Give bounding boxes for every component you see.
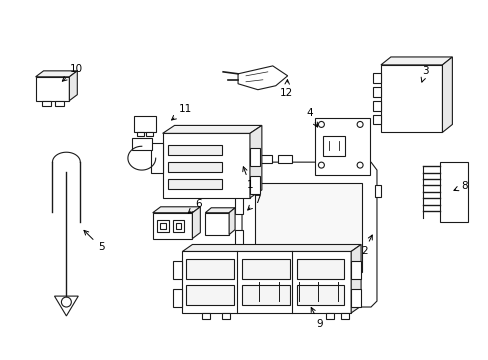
Polygon shape bbox=[54, 296, 78, 316]
Polygon shape bbox=[36, 77, 69, 100]
Bar bbox=[145, 132, 152, 136]
Polygon shape bbox=[36, 71, 77, 77]
Bar bbox=[172, 220, 184, 231]
Bar bbox=[235, 196, 243, 214]
Bar bbox=[175, 223, 181, 229]
Bar bbox=[150, 143, 163, 173]
Text: 10: 10 bbox=[62, 64, 82, 81]
Polygon shape bbox=[229, 208, 235, 235]
Text: 8: 8 bbox=[453, 181, 467, 191]
Polygon shape bbox=[152, 213, 192, 239]
Bar bbox=[41, 100, 50, 105]
Text: 4: 4 bbox=[305, 108, 317, 127]
Bar bbox=[325, 313, 334, 319]
Text: 5: 5 bbox=[84, 230, 104, 252]
Polygon shape bbox=[192, 207, 200, 239]
Polygon shape bbox=[242, 162, 376, 307]
Polygon shape bbox=[205, 213, 229, 235]
Text: 7: 7 bbox=[247, 195, 261, 210]
Bar bbox=[249, 148, 259, 166]
Polygon shape bbox=[315, 118, 369, 175]
Polygon shape bbox=[238, 66, 287, 90]
Bar bbox=[372, 114, 380, 125]
Bar bbox=[160, 223, 165, 229]
Circle shape bbox=[356, 162, 362, 168]
Text: 3: 3 bbox=[420, 66, 428, 82]
Bar bbox=[257, 155, 271, 163]
Bar bbox=[277, 155, 291, 163]
Polygon shape bbox=[205, 208, 235, 213]
Polygon shape bbox=[152, 207, 200, 213]
Bar bbox=[167, 162, 222, 172]
Bar bbox=[350, 289, 360, 307]
Circle shape bbox=[272, 252, 296, 276]
Text: 6: 6 bbox=[188, 199, 201, 213]
Bar bbox=[341, 313, 348, 319]
Bar bbox=[137, 132, 143, 136]
Bar bbox=[440, 162, 468, 222]
Bar bbox=[172, 289, 182, 307]
Bar bbox=[55, 100, 64, 105]
Bar bbox=[167, 145, 222, 155]
Bar bbox=[222, 313, 230, 319]
Polygon shape bbox=[350, 244, 360, 313]
Circle shape bbox=[61, 297, 71, 307]
Bar bbox=[235, 230, 243, 247]
Polygon shape bbox=[134, 117, 155, 132]
Polygon shape bbox=[163, 133, 249, 198]
Bar bbox=[156, 220, 168, 231]
Polygon shape bbox=[69, 71, 77, 100]
Polygon shape bbox=[442, 57, 451, 132]
Circle shape bbox=[318, 162, 324, 168]
Bar bbox=[167, 179, 222, 189]
Polygon shape bbox=[182, 251, 350, 313]
Circle shape bbox=[310, 255, 327, 273]
Bar bbox=[186, 285, 234, 305]
Polygon shape bbox=[249, 125, 262, 198]
Bar bbox=[350, 261, 360, 279]
Text: 12: 12 bbox=[280, 80, 293, 98]
Bar bbox=[172, 261, 182, 279]
Bar bbox=[242, 285, 289, 305]
Bar bbox=[254, 183, 361, 272]
Bar bbox=[372, 100, 380, 111]
Text: 9: 9 bbox=[310, 307, 322, 329]
Bar bbox=[323, 136, 345, 156]
Bar bbox=[374, 185, 380, 197]
Text: 1: 1 bbox=[242, 167, 253, 190]
Bar bbox=[372, 87, 380, 96]
Circle shape bbox=[356, 121, 362, 127]
Bar bbox=[372, 73, 380, 83]
Bar bbox=[296, 285, 344, 305]
Text: 2: 2 bbox=[360, 235, 371, 256]
Bar bbox=[249, 176, 259, 194]
Polygon shape bbox=[163, 125, 262, 133]
Text: 11: 11 bbox=[171, 104, 192, 120]
Circle shape bbox=[318, 121, 324, 127]
Polygon shape bbox=[380, 57, 451, 65]
Polygon shape bbox=[380, 65, 442, 132]
Bar bbox=[242, 260, 289, 279]
Bar bbox=[186, 260, 234, 279]
Polygon shape bbox=[132, 138, 151, 150]
Bar bbox=[296, 260, 344, 279]
Polygon shape bbox=[182, 244, 360, 251]
Bar bbox=[202, 313, 210, 319]
